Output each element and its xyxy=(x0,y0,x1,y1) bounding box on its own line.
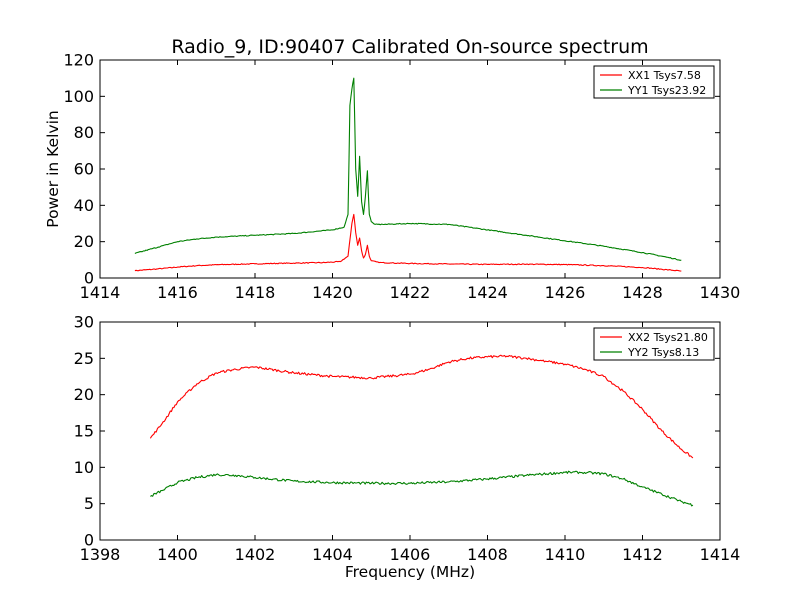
legend-box-bottom xyxy=(593,327,715,361)
x-tick-label-bottom: 1412 xyxy=(622,545,663,564)
x-tick-label-top: 1428 xyxy=(622,283,663,302)
y-tick-label-top: 120 xyxy=(63,51,94,70)
x-tick-label-top: 1430 xyxy=(700,283,741,302)
legend-label-bottom-2: YY2 Tsys8.13 xyxy=(627,346,699,359)
x-tick-label-top: 1414 xyxy=(80,283,121,302)
series-line-top-2 xyxy=(134,77,682,261)
legend-box-top xyxy=(593,65,715,99)
series-line-top-1 xyxy=(134,213,682,272)
y-tick-label-bottom: 15 xyxy=(74,422,94,441)
legend-label-top-1: XX1 Tsys7.58 xyxy=(628,69,701,82)
series-line-bottom-1 xyxy=(149,354,694,459)
y-tick-label-top: 80 xyxy=(74,123,94,142)
legend-label-bottom-1: XX2 Tsys21.80 xyxy=(628,331,708,344)
legend-label-top-2: YY1 Tsys23.92 xyxy=(627,84,706,97)
x-tick-label-top: 1426 xyxy=(545,283,586,302)
y-tick-label-bottom: 20 xyxy=(74,385,94,404)
panel-bottom: 1398 1400 1402 1404 1406 1408 1410 1412 1414 0 5 10… xyxy=(74,313,741,565)
chart-title: Radio_9, ID:90407 Calibrated On-source s… xyxy=(171,36,648,58)
y-tick-label-bottom: 5 xyxy=(84,494,94,513)
y-tick-label-top: 40 xyxy=(74,196,94,215)
x-tick-label-bottom: 1404 xyxy=(312,545,353,564)
x-tick-label-top: 1422 xyxy=(390,283,431,302)
y-tick-label-top: 60 xyxy=(74,160,94,179)
y-tick-label-bottom: 0 xyxy=(84,531,94,550)
x-tick-label-bottom: 1402 xyxy=(235,545,276,564)
x-tick-label-top: 1424 xyxy=(467,283,508,302)
y-axis-label-top: Power in Kelvin xyxy=(44,110,62,227)
y-tick-label-bottom: 25 xyxy=(74,349,94,368)
x-tick-label-bottom: 1400 xyxy=(157,545,198,564)
x-axis-label-bottom: Frequency (MHz) xyxy=(345,563,475,581)
y-tick-label-top: 20 xyxy=(74,232,94,251)
y-tick-label-top: 0 xyxy=(84,269,94,288)
x-tick-label-bottom: 1398 xyxy=(80,545,121,564)
y-tick-label-top: 100 xyxy=(63,87,94,106)
y-tick-label-bottom: 30 xyxy=(74,313,94,332)
x-tick-label-top: 1420 xyxy=(312,283,353,302)
series-group-top xyxy=(134,77,682,272)
y-tick-label-bottom: 10 xyxy=(74,458,94,477)
series-line-bottom-2 xyxy=(150,470,694,507)
x-tick-label-bottom: 1410 xyxy=(545,545,586,564)
legend-bottom: XX2 Tsys21.80 YY2 Tsys8.13 xyxy=(593,327,715,361)
x-tick-label-top: 1416 xyxy=(157,283,198,302)
x-tick-label-top: 1418 xyxy=(235,283,276,302)
x-tick-label-bottom: 1408 xyxy=(467,545,508,564)
legend-top: XX1 Tsys7.58 YY1 Tsys23.92 xyxy=(593,65,715,99)
x-tick-label-bottom: 1406 xyxy=(390,545,431,564)
series-group-bottom xyxy=(149,354,694,507)
panel-top: 1414 1416 1418 1420 1422 1424 1426 1428 1430 0 20 4… xyxy=(63,51,740,303)
x-tick-label-bottom: 1414 xyxy=(700,545,741,564)
